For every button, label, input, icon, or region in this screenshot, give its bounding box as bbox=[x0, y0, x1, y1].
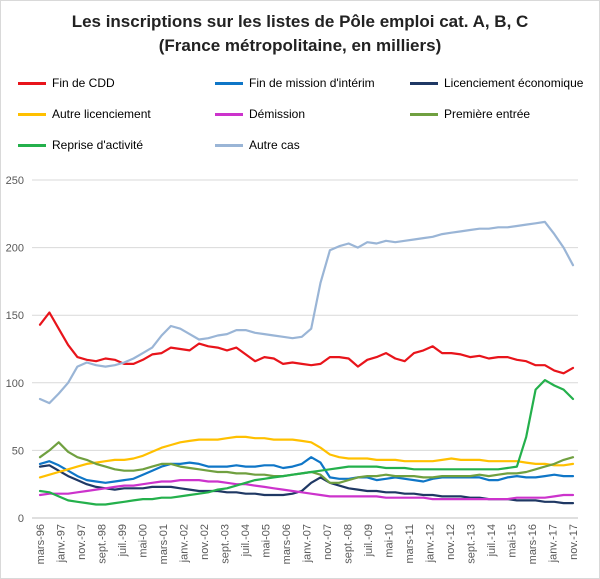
x-tick-label: mai-10 bbox=[384, 524, 396, 558]
legend-swatch bbox=[215, 112, 243, 116]
x-tick-label: nov.-17 bbox=[568, 524, 580, 560]
legend-label: Autre cas bbox=[249, 138, 300, 152]
x-tick-label: sept.-03 bbox=[220, 524, 232, 564]
legend-label: Fin de CDD bbox=[52, 76, 115, 90]
y-tick-label: 250 bbox=[6, 175, 24, 187]
legend-label: Licenciement économique bbox=[444, 76, 584, 90]
series-line bbox=[38, 379, 575, 506]
legend-swatch bbox=[410, 112, 438, 116]
legend-item: Première entrée bbox=[410, 106, 530, 122]
x-tick-label: janv.-12 bbox=[425, 524, 437, 563]
series-line bbox=[38, 456, 575, 484]
legend-label: Démission bbox=[249, 107, 306, 121]
legend-label: Fin de mission d'intérim bbox=[249, 76, 375, 90]
legend-swatch bbox=[18, 81, 46, 85]
y-tick-label: 50 bbox=[12, 445, 24, 457]
x-tick-label: juil.-14 bbox=[486, 524, 498, 557]
series-line bbox=[38, 435, 575, 479]
x-tick-label: nov.-97 bbox=[76, 524, 88, 560]
x-tick-label: mai-15 bbox=[507, 524, 519, 558]
legend-item: Autre cas bbox=[215, 137, 300, 153]
x-tick-label: sept.-08 bbox=[343, 524, 355, 564]
y-tick-label: 0 bbox=[18, 513, 24, 525]
x-tick-label: nov.-07 bbox=[322, 524, 334, 560]
x-tick-label: sept.-13 bbox=[466, 524, 478, 564]
series-line bbox=[38, 311, 575, 375]
series-line bbox=[38, 220, 575, 405]
x-tick-label: juil.-99 bbox=[117, 524, 129, 557]
y-tick-label: 150 bbox=[6, 310, 24, 322]
x-tick-label: juil.-09 bbox=[363, 524, 375, 557]
x-tick-label: mars-01 bbox=[158, 524, 170, 564]
x-tick-label: mars-16 bbox=[527, 524, 539, 564]
chart-title: Les inscriptions sur les listes de Pôle … bbox=[0, 10, 600, 58]
x-tick-label: janv.-07 bbox=[302, 524, 314, 563]
x-tick-label: mars-06 bbox=[281, 524, 293, 564]
y-tick-label: 100 bbox=[6, 378, 24, 390]
legend-label: Autre licenciement bbox=[52, 107, 151, 121]
x-tick-label: nov.-02 bbox=[199, 524, 211, 560]
x-tick-label: janv.-02 bbox=[179, 524, 191, 563]
x-tick-label: mars-96 bbox=[35, 524, 47, 564]
x-tick-label: mai-05 bbox=[261, 524, 273, 558]
chart-title-line1: Les inscriptions sur les listes de Pôle … bbox=[71, 12, 529, 31]
x-tick-label: sept.-98 bbox=[97, 524, 109, 564]
legend-label: Première entrée bbox=[444, 107, 531, 121]
x-tick-label: mai-00 bbox=[138, 524, 150, 558]
series-line bbox=[38, 441, 575, 484]
legend-item: Licenciement économique bbox=[410, 75, 583, 91]
x-tick-label: mars-11 bbox=[404, 524, 416, 564]
x-tick-label: janv.-97 bbox=[56, 524, 68, 563]
legend-swatch bbox=[410, 81, 438, 85]
chart-title-line2: (France métropolitaine, en milliers) bbox=[158, 36, 442, 55]
y-tick-label: 200 bbox=[6, 243, 24, 255]
series-line bbox=[38, 479, 575, 501]
legend-swatch bbox=[215, 81, 243, 85]
legend-swatch bbox=[215, 143, 243, 147]
x-tick-label: janv.-17 bbox=[548, 524, 560, 563]
legend-item: Reprise d'activité bbox=[18, 137, 143, 153]
legend-swatch bbox=[18, 143, 46, 147]
x-tick-label: juil.-04 bbox=[240, 524, 252, 557]
legend-item: Autre licenciement bbox=[18, 106, 151, 122]
legend-item: Fin de CDD bbox=[18, 75, 115, 91]
x-tick-label: nov.-12 bbox=[445, 524, 457, 560]
legend-item: Fin de mission d'intérim bbox=[215, 75, 375, 91]
legend-swatch bbox=[18, 112, 46, 116]
legend-label: Reprise d'activité bbox=[52, 138, 143, 152]
legend-item: Démission bbox=[215, 106, 305, 122]
